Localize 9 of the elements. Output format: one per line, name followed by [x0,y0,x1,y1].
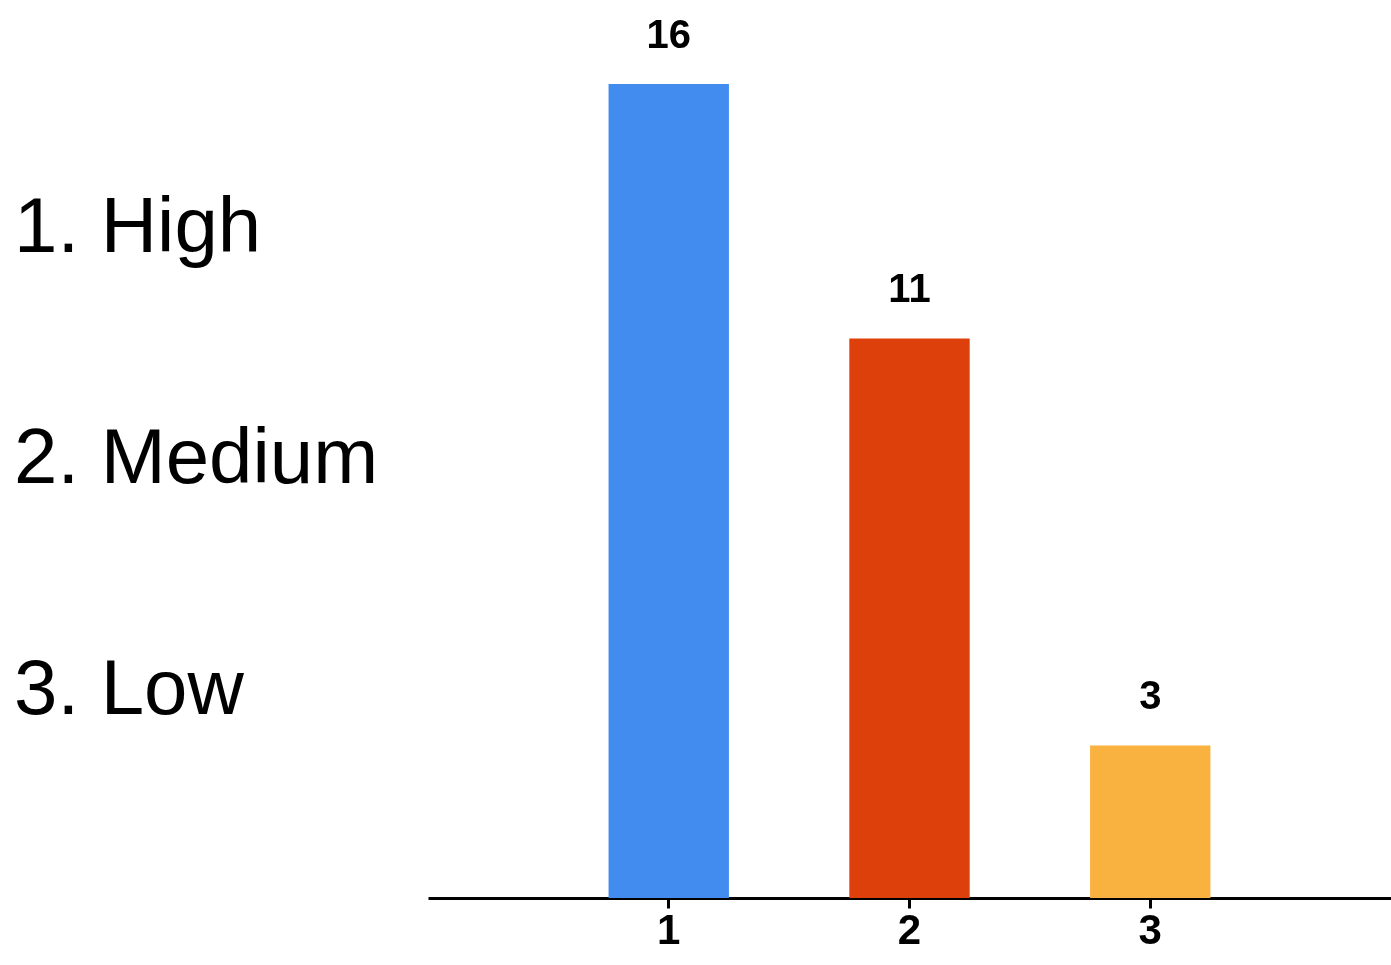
text: 3. Low [14,642,245,733]
text: 1. High [14,180,263,271]
x-tick-label: 3 [1138,905,1162,953]
data-label: 16 [646,12,691,56]
x-tick-label: 2 [897,905,922,953]
data-label: 3 [1139,673,1162,718]
text: 2. Medium [14,411,379,502]
data-label: 11 [888,266,931,311]
x-tick-label: 1 [657,905,681,953]
